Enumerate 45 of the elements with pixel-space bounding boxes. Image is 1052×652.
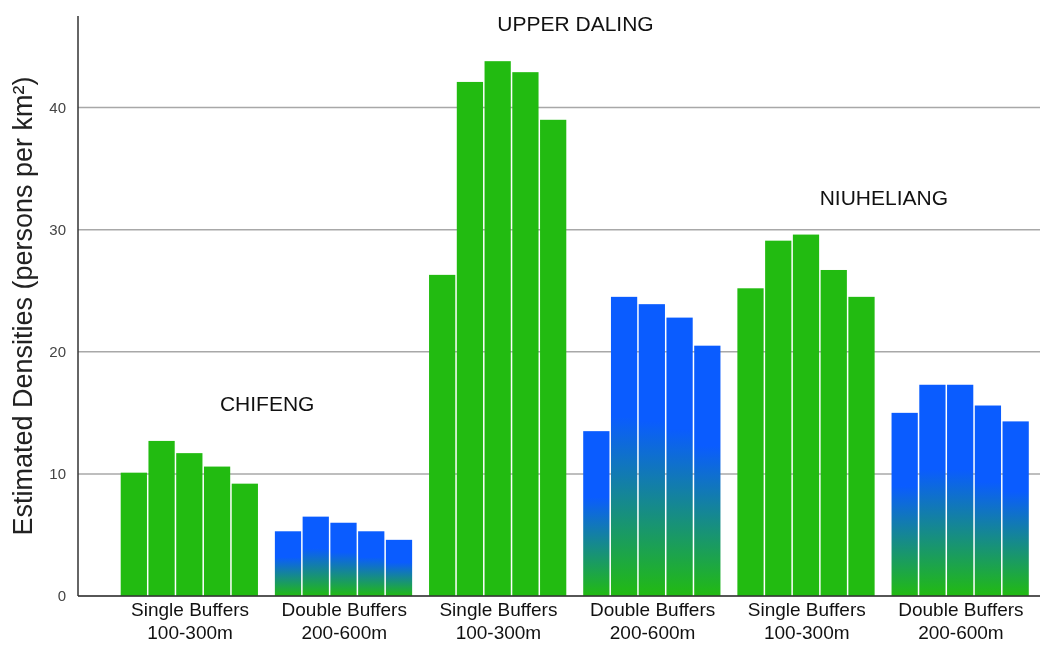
- bar: [694, 345, 721, 596]
- bar: [540, 119, 567, 596]
- annotation: CHIFENG: [219, 391, 315, 415]
- bar: [385, 539, 413, 596]
- bar: [891, 412, 918, 596]
- bar: [638, 304, 665, 596]
- annotation: NIUHELIANG: [819, 185, 949, 209]
- y-tick-label: 40: [49, 98, 66, 116]
- bar: [947, 384, 974, 596]
- bar: [358, 531, 385, 596]
- y-tick-label: 30: [49, 220, 66, 238]
- bar: [1002, 421, 1029, 596]
- bar: [666, 317, 693, 596]
- bar: [274, 531, 302, 596]
- bar: [512, 72, 539, 596]
- bar: [302, 516, 329, 596]
- bar: [848, 296, 875, 596]
- y-tick-label: 10: [49, 465, 66, 483]
- bar: [231, 483, 258, 596]
- x-tick-label: Double Buffers 200-600m: [281, 599, 407, 643]
- y-tick-label: 20: [49, 343, 66, 361]
- bar: [919, 384, 946, 596]
- bar: [765, 240, 792, 596]
- bar: [820, 269, 847, 596]
- bar: [176, 453, 203, 596]
- x-tick-label: Single Buffers 100-300m: [439, 599, 558, 643]
- x-tick-label: Double Buffers 200-600m: [898, 599, 1024, 643]
- bar: [484, 61, 511, 596]
- bar: [148, 440, 175, 596]
- x-tick-label: Single Buffers 100-300m: [131, 599, 250, 643]
- bar: [610, 296, 638, 596]
- y-axis-title: Estimated Densities (persons per km²): [8, 76, 38, 536]
- bar: [120, 472, 147, 596]
- bar: [456, 81, 484, 596]
- bar: [330, 522, 357, 596]
- bar: [974, 405, 1002, 596]
- bar: [737, 288, 764, 596]
- bar: [203, 466, 231, 596]
- bar: [583, 431, 610, 596]
- y-tick-label: 0: [57, 587, 66, 605]
- x-tick-label: Single Buffers 100-300m: [747, 599, 866, 643]
- x-tick-label: Double Buffers 200-600m: [589, 599, 716, 643]
- bar: [429, 274, 456, 596]
- bar: [792, 234, 820, 596]
- annotation: UPPER DALING: [497, 12, 654, 36]
